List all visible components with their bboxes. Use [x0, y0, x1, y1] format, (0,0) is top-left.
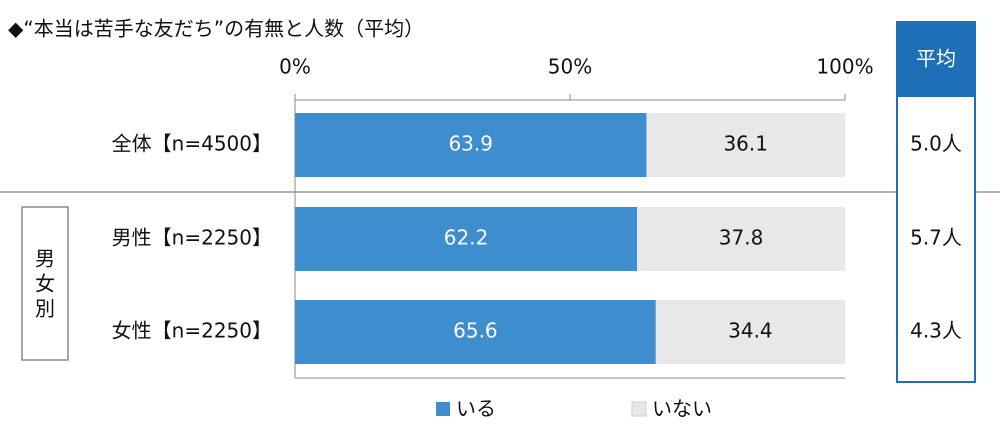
group-label: 女	[35, 272, 55, 296]
legend-swatch	[436, 402, 450, 416]
bar-segment	[295, 300, 656, 364]
bar-segment	[646, 113, 845, 177]
x-tick-label: 0%	[279, 55, 311, 79]
bar-segment	[295, 207, 638, 271]
x-tick-label: 100%	[816, 55, 873, 79]
bar-segment	[637, 207, 845, 271]
average-value: 4.3人	[910, 319, 962, 343]
chart-title: ◆“本当は苦手な友だち”の有無と人数（平均）	[8, 17, 424, 41]
data-label: 36.1	[723, 132, 768, 156]
category-label: 男性【n=2250】	[112, 226, 272, 250]
average-value: 5.7人	[910, 226, 962, 250]
group-box	[21, 206, 69, 361]
average-header-bg	[897, 22, 975, 97]
legend-label: いる	[456, 397, 496, 421]
average-value: 5.0人	[910, 132, 962, 156]
bar-segment	[295, 113, 647, 177]
legend-swatch	[631, 401, 647, 417]
group-label: 男	[35, 247, 55, 271]
category-label: 全体【n=4500】	[112, 132, 272, 156]
legend-label: いない	[652, 397, 712, 421]
data-label: 62.2	[444, 226, 489, 250]
bar-segment	[655, 300, 845, 364]
category-label: 女性【n=2250】	[112, 319, 272, 343]
data-label: 37.8	[719, 226, 764, 250]
data-label: 65.6	[453, 319, 498, 343]
average-header: 平均	[916, 47, 956, 71]
data-label: 34.4	[728, 319, 773, 343]
data-label: 63.9	[448, 132, 493, 156]
group-label: 別	[35, 297, 55, 321]
x-tick-label: 50%	[548, 55, 592, 79]
